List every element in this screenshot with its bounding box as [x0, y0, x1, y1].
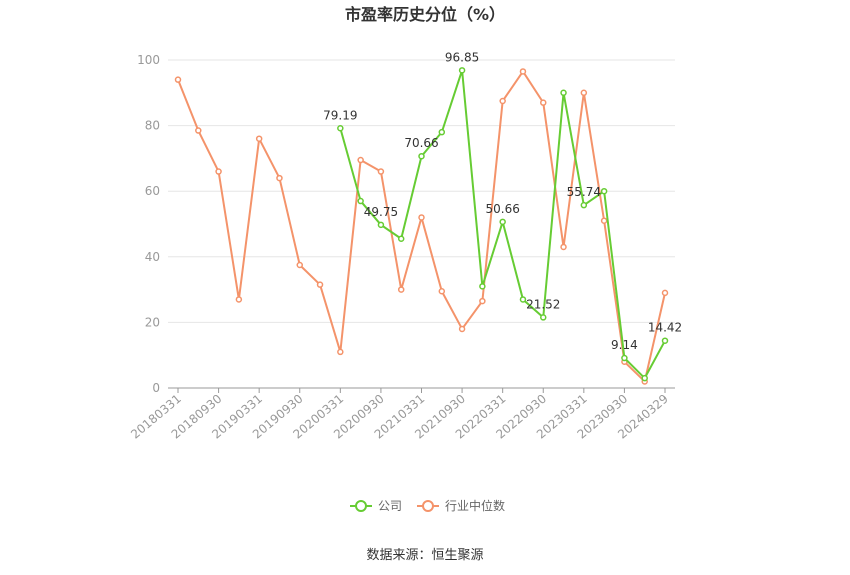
- legend-label-1: 行业中位数: [445, 498, 505, 513]
- legend-label-0: 公司: [378, 499, 402, 513]
- data-point: [357, 197, 364, 205]
- data-point: [337, 348, 344, 356]
- data-point: [519, 296, 527, 303]
- legend-marker-0: [355, 500, 367, 512]
- data-point: [377, 168, 385, 175]
- data-point: [357, 156, 364, 164]
- data-label: 21.52: [526, 297, 560, 311]
- data-point: [519, 68, 527, 75]
- data-point: [235, 296, 243, 303]
- y-tick-label: 0: [152, 381, 160, 395]
- data-point: [316, 281, 324, 288]
- data-point: [499, 218, 506, 226]
- data-label: 9.14: [611, 338, 638, 352]
- y-axis: 0 20 40 60 80 100: [137, 53, 160, 395]
- data-point: [560, 89, 567, 97]
- data-point: [580, 201, 588, 209]
- data-point: [458, 67, 466, 74]
- data-point: [479, 283, 486, 290]
- data-point: [377, 221, 385, 229]
- data-labels: 79.19 49.75 70.66 96.85 50.66 21.52 55.74 9.14 1…: [323, 50, 682, 352]
- legend-marker-1: [422, 500, 434, 512]
- data-label: 50.66: [485, 202, 519, 216]
- data-label: 79.19: [323, 108, 357, 122]
- data-point: [174, 76, 182, 83]
- data-point: [540, 99, 547, 106]
- data-point: [458, 325, 466, 333]
- data-point: [255, 135, 263, 142]
- y-tick-label: 60: [145, 184, 160, 198]
- y-tick-label: 40: [145, 250, 160, 264]
- y-tick-label: 80: [145, 119, 160, 133]
- data-point: [418, 152, 425, 160]
- data-point: [540, 314, 547, 321]
- data-point: [661, 337, 669, 344]
- data-point: [641, 374, 648, 382]
- data-point: [600, 217, 608, 224]
- data-point: [560, 243, 567, 251]
- data-point: [580, 89, 588, 97]
- series-layer: [174, 67, 669, 385]
- data-point: [600, 187, 608, 195]
- data-label: 49.75: [364, 205, 398, 219]
- data-point: [397, 235, 405, 243]
- data-point: [479, 297, 486, 305]
- y-tick-label: 20: [145, 315, 160, 329]
- data-point: [195, 127, 202, 134]
- data-point: [296, 261, 303, 269]
- data-point: [438, 128, 446, 136]
- series-line-1: [177, 70, 666, 383]
- data-point: [661, 289, 669, 297]
- legend: 公司 行业中位数: [350, 498, 505, 513]
- data-source: 数据来源：恒生聚源: [366, 548, 483, 563]
- data-point: [621, 354, 628, 362]
- data-point: [397, 286, 405, 293]
- chart-title: 市盈率历史分位（%）: [345, 5, 505, 24]
- data-point: [276, 174, 283, 182]
- data-point: [438, 287, 446, 295]
- data-point: [418, 214, 425, 221]
- data-label: 14.42: [648, 321, 682, 335]
- data-label: 55.74: [567, 185, 601, 199]
- y-tick-label: 100: [137, 53, 160, 67]
- x-axis: 2018033120180930201903312019093020200331…: [128, 387, 675, 442]
- data-label: 70.66: [404, 136, 438, 150]
- data-label: 96.85: [445, 50, 479, 64]
- data-point: [215, 168, 222, 175]
- data-point: [499, 97, 506, 105]
- data-point: [337, 125, 344, 132]
